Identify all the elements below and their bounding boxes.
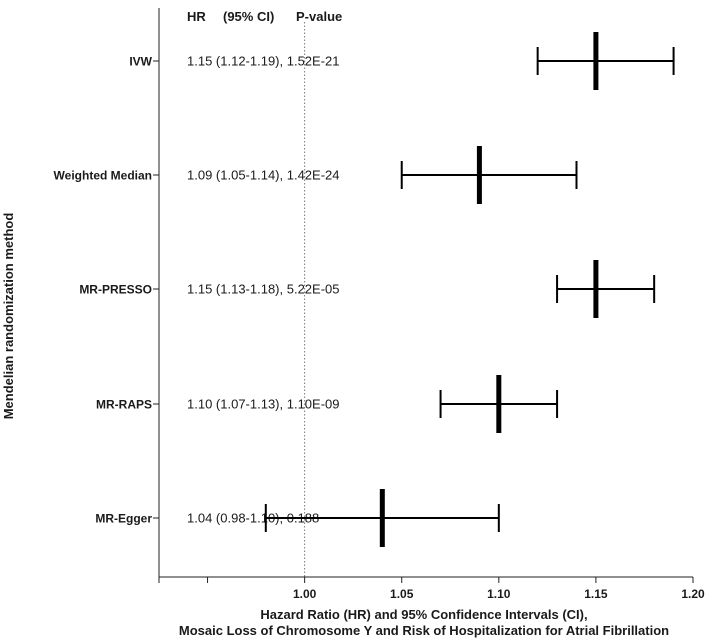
forest-row: MR-RAPS 1.10 (1.07-1.13), 1.10E-09: [96, 375, 559, 433]
header-hr: HR: [187, 9, 206, 24]
x-axis-title-line-1: Hazard Ratio (HR) and 95% Confidence Int…: [260, 607, 587, 622]
estimate-text: 1.10 (1.07-1.13), 1.10E-09: [187, 397, 340, 412]
x-tick-label: 1.00: [293, 587, 317, 601]
estimate-text: 1.04 (0.98-1.10), 0.188: [187, 511, 319, 526]
estimate-text: 1.15 (1.12-1.19), 1.52E-21: [187, 54, 340, 69]
method-label: MR-PRESSO: [79, 283, 152, 297]
estimate-text: 1.15 (1.13-1.18), 5.22E-05: [187, 282, 340, 297]
method-label: MR-RAPS: [96, 398, 152, 412]
forest-row: Weighted Median 1.09 (1.05-1.14), 1.42E-2…: [54, 146, 578, 204]
x-axis-ticks: 1.00 1.05 1.10 1.15 1.20: [158, 577, 705, 601]
forest-row: IVW 1.15 (1.12-1.19), 1.52E-21: [129, 32, 675, 90]
forest-row: MR-Egger 1.04 (0.98-1.10), 0.188: [95, 489, 500, 547]
y-axis-title: Mendelian randomization method: [1, 213, 16, 420]
header-p-value: P-value: [296, 9, 342, 24]
x-tick-label: 1.10: [487, 587, 511, 601]
x-tick-label: 1.20: [681, 587, 705, 601]
forest-row: MR-PRESSO 1.15 (1.13-1.18), 5.22E-05: [79, 260, 656, 318]
method-label: MR-Egger: [95, 512, 152, 526]
estimate-text: 1.09 (1.05-1.14), 1.42E-24: [187, 168, 340, 183]
x-tick-label: 1.15: [584, 587, 608, 601]
method-label: Weighted Median: [54, 169, 152, 183]
x-axis-title-line-2: Mosaic Loss of Chromosome Y and Risk of …: [179, 623, 669, 638]
header-ci: (95% CI): [223, 9, 274, 24]
method-label: IVW: [129, 55, 152, 69]
x-tick-label: 1.05: [390, 587, 414, 601]
forest-rows: IVW 1.15 (1.12-1.19), 1.52E-21 Weighted Me…: [54, 32, 675, 547]
